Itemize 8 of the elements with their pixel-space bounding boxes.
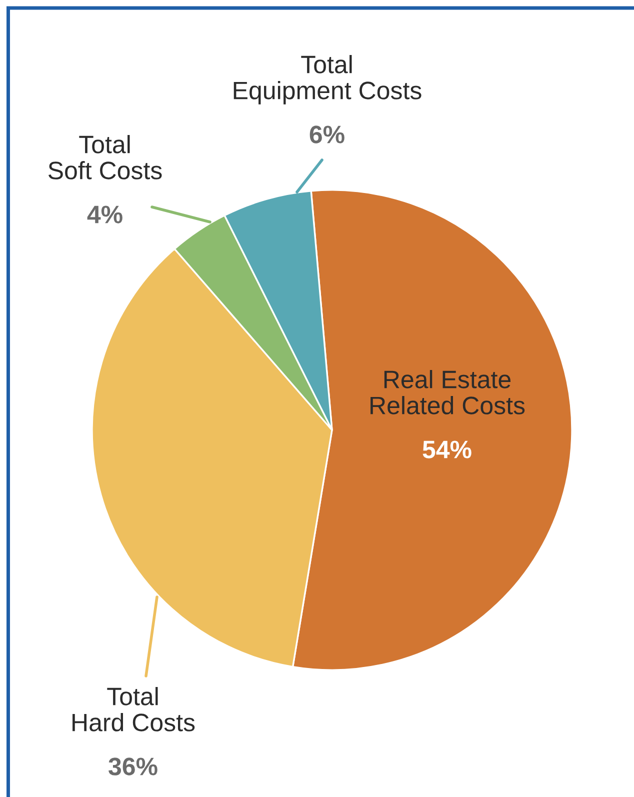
data-label: 36% [108,758,158,776]
slice-label: Real Estate Related Costs [370,370,525,414]
slice-label: Total Soft Costs [48,135,162,180]
data-label: 54% [422,440,472,458]
slice-label: Total Equipment Costs [234,55,422,104]
data-label: 6% [310,126,344,144]
data-label: 4% [87,206,122,224]
slice-label: Total Hard Costs [72,687,195,732]
